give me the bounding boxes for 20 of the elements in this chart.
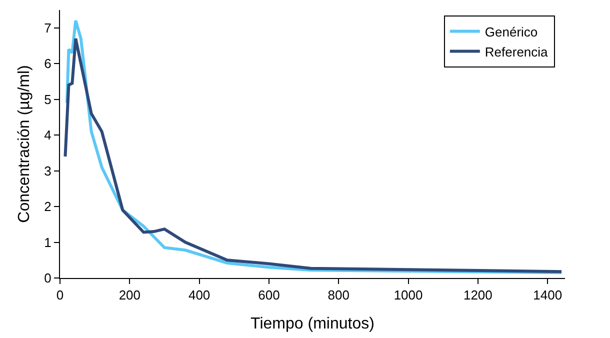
- y-axis-title: Concentración (µg/ml): [16, 65, 34, 223]
- x-tick-label: 1000: [394, 288, 423, 303]
- legend-label: Genérico: [484, 24, 538, 40]
- x-tick-label: 400: [188, 288, 210, 303]
- y-tick-label: 3: [44, 163, 52, 178]
- y-tick-label: 0: [44, 270, 52, 286]
- y-tick-label: 7: [44, 20, 52, 36]
- x-tick-label: 1400: [533, 288, 562, 303]
- y-tick-label: 1: [44, 234, 52, 250]
- x-tick-label: 600: [258, 288, 280, 303]
- x-tick-label: 800: [328, 288, 350, 303]
- x-tick-label: 0: [56, 288, 64, 303]
- legend-label: Referencia: [484, 44, 549, 60]
- x-tick-label: 200: [118, 288, 141, 303]
- y-tick-label: 2: [44, 199, 52, 214]
- y-tick-label: 5: [44, 92, 52, 107]
- x-tick-label: 1200: [463, 288, 492, 303]
- y-tick-label: 4: [44, 128, 52, 143]
- x-axis-title: Tiempo (minutos): [250, 315, 374, 332]
- y-tick-label: 6: [44, 56, 52, 72]
